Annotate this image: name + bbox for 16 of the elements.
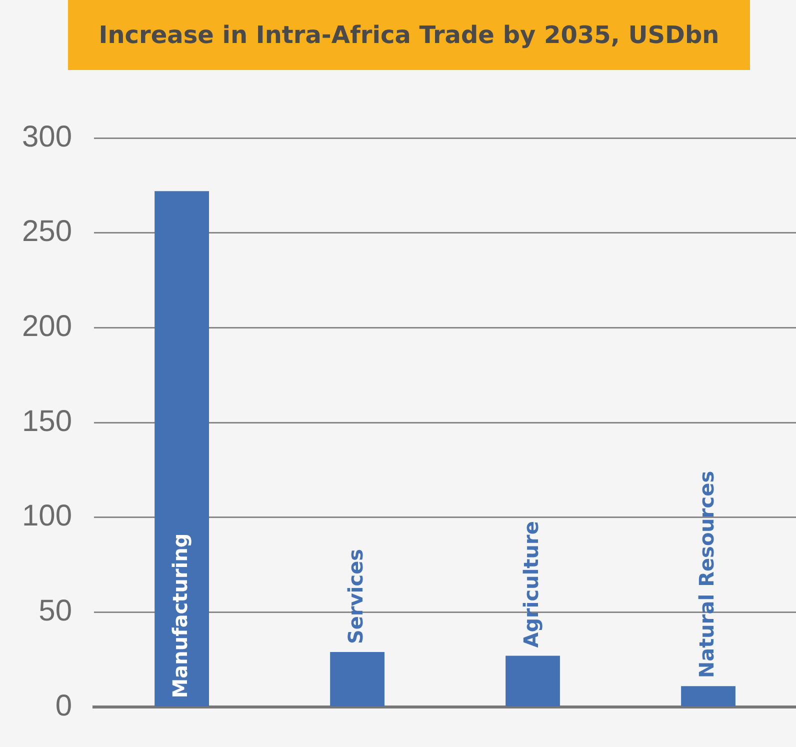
y-tick-label: 150 [22,404,72,438]
y-tick-label: 100 [22,500,72,533]
bar [681,686,736,706]
y-tick-label: 300 [22,120,72,154]
x-tick-label: Agriculture [518,521,543,648]
x-tick-label: Services [343,548,368,644]
y-tick-label: 0 [55,689,72,722]
y-tick-label: 50 [38,594,72,628]
y-tick-label: 250 [22,215,72,248]
bar [506,656,560,706]
bar [154,191,209,706]
chart-title: Increase in Intra-Africa Trade by 2035, USDbn [68,0,750,70]
x-tick-label: Manufacturing [168,533,192,698]
y-tick-label: 200 [22,310,72,343]
bar [330,652,384,706]
x-tick-label: Natural Resources [694,470,718,678]
